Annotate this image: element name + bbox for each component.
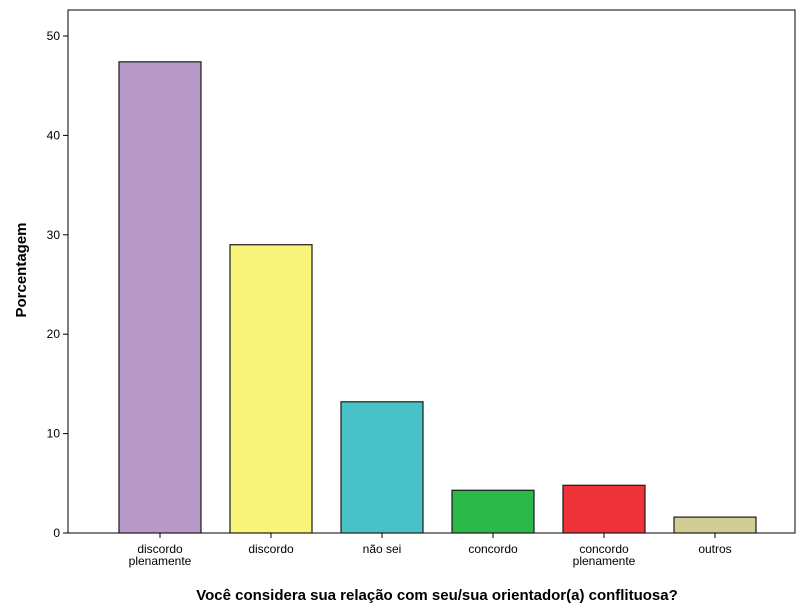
y-tick-label: 0 bbox=[53, 526, 60, 540]
bar bbox=[340, 401, 424, 534]
x-tick-label: plenamente bbox=[129, 554, 192, 568]
y-tick-label: 10 bbox=[47, 427, 61, 441]
y-tick-label: 50 bbox=[47, 29, 61, 43]
bar bbox=[673, 516, 757, 534]
x-tick-label: concordo bbox=[468, 542, 518, 556]
y-tick-label: 40 bbox=[47, 128, 61, 142]
bar bbox=[118, 61, 202, 534]
plot-border bbox=[67, 9, 796, 534]
bar bbox=[451, 489, 535, 534]
x-tick-label: plenamente bbox=[573, 554, 636, 568]
y-axis-title: Porcentagem bbox=[13, 222, 30, 317]
x-tick-label: discordo bbox=[137, 542, 183, 556]
x-tick-label: não sei bbox=[363, 542, 402, 556]
x-tick-label: discordo bbox=[248, 542, 294, 556]
bar bbox=[229, 244, 313, 534]
x-tick-label: outros bbox=[698, 542, 731, 556]
x-tick-label: concordo bbox=[579, 542, 629, 556]
x-axis-title: Você considera sua relação com seu/sua o… bbox=[196, 587, 678, 604]
y-tick-label: 20 bbox=[47, 327, 61, 341]
y-tick-label: 30 bbox=[47, 228, 61, 242]
plot-frame bbox=[67, 9, 796, 534]
bar bbox=[562, 484, 646, 534]
y-axis-ticks: 0 10 20 30 40 50 bbox=[47, 29, 68, 540]
bars bbox=[118, 61, 757, 534]
